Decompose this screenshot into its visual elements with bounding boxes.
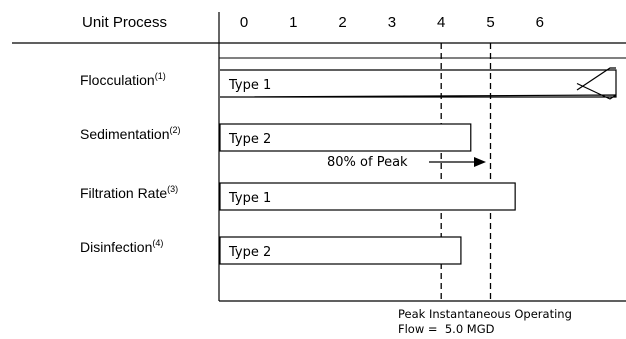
tick-labels: 0 1 2 3 4 5 6	[240, 14, 544, 31]
tick-label-3: 3	[388, 14, 396, 31]
bar-flocculation	[219, 69, 617, 100]
tick-label-6: 6	[536, 14, 544, 31]
bar-disinfection-label: Type 2	[228, 245, 271, 260]
bar-filtration-rate-label: Type 1	[228, 191, 271, 206]
tick-label-1: 1	[289, 14, 297, 31]
category-label-flocculation: Flocculation(1)	[80, 71, 166, 88]
category-labels: Flocculation(1) Sedimentation(2) Filtratio…	[80, 71, 181, 255]
bar-disinfection	[219, 236, 462, 265]
category-label-filtration-rate: Filtration Rate(3)	[80, 184, 178, 201]
annotation-arrowhead	[474, 157, 486, 167]
tick-label-5: 5	[486, 14, 494, 31]
header-unit-process: Unit Process	[82, 14, 167, 31]
bar-sedimentation-label: Type 2	[228, 132, 271, 147]
tick-label-2: 2	[338, 14, 346, 31]
category-label-disinfection: Disinfection(4)	[80, 238, 163, 255]
bar-filtration-rate	[219, 182, 516, 211]
bar-sedimentation	[219, 123, 472, 152]
peak-flow-caption-line1: Peak Instantaneous Operating	[398, 307, 572, 321]
tick-label-0: 0	[240, 14, 248, 31]
bars: Type 1 Type 2 Type 1 Type 2	[219, 67, 617, 265]
eighty-percent-annotation: 80% of Peak	[327, 155, 408, 170]
bar-flocculation-break-upper	[576, 67, 616, 91]
peak-flow-caption-line2: Flow = 5.0 MGD	[398, 322, 495, 336]
tick-label-4: 4	[437, 14, 445, 31]
bar-flocculation-label: Type 1	[228, 78, 271, 93]
category-label-sedimentation: Sedimentation(2)	[80, 125, 181, 142]
